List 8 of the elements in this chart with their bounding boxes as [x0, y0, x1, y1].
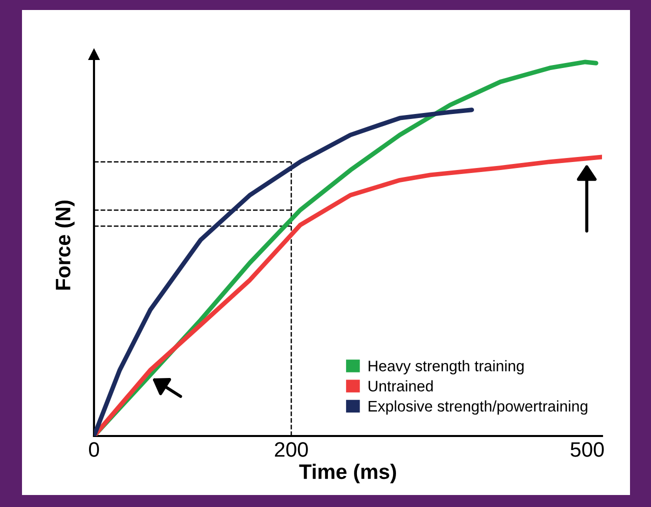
- legend-label: Explosive strength/powertraining: [368, 400, 588, 415]
- x-tick-label: 0: [89, 442, 99, 457]
- legend-label: Heavy strength training: [368, 360, 524, 374]
- legend-label: Untrained: [368, 380, 433, 392]
- x-tick-label: 200: [274, 442, 308, 457]
- x-tick-label: 500: [570, 442, 604, 457]
- x-axis-title: Time (ms): [299, 464, 396, 484]
- y-axis-title: Force (N): [55, 200, 75, 290]
